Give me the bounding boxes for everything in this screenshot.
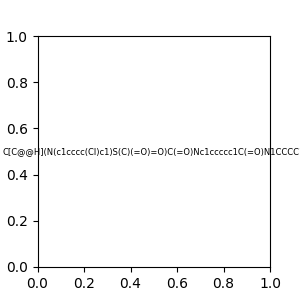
- Text: C[C@@H](N(c1cccc(Cl)c1)S(C)(=O)=O)C(=O)Nc1ccccc1C(=O)N1CCCC1: C[C@@H](N(c1cccc(Cl)c1)S(C)(=O)=O)C(=O)N…: [3, 147, 300, 156]
